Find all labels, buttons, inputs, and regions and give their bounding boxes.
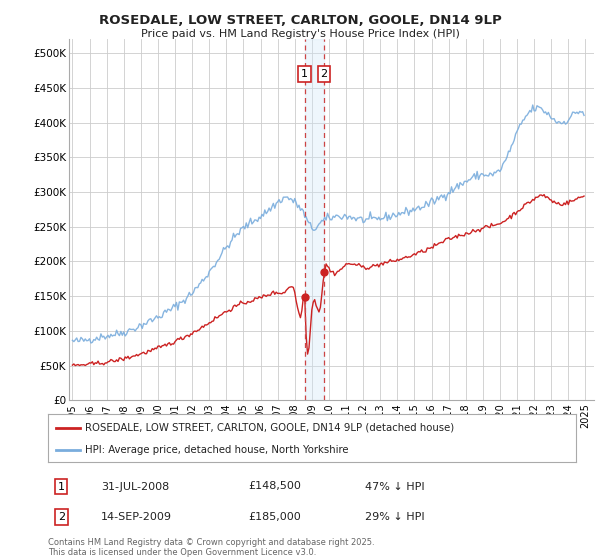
Text: 1: 1 [301, 69, 308, 79]
Text: ROSEDALE, LOW STREET, CARLTON, GOOLE, DN14 9LP: ROSEDALE, LOW STREET, CARLTON, GOOLE, DN… [98, 14, 502, 27]
Text: HPI: Average price, detached house, North Yorkshire: HPI: Average price, detached house, Nort… [85, 445, 349, 455]
Text: £185,000: £185,000 [248, 512, 301, 522]
Text: £148,500: £148,500 [248, 482, 302, 492]
Text: 14-SEP-2009: 14-SEP-2009 [101, 512, 172, 522]
Text: Contains HM Land Registry data © Crown copyright and database right 2025.
This d: Contains HM Land Registry data © Crown c… [48, 538, 374, 557]
Text: 2: 2 [320, 69, 328, 79]
Text: 2: 2 [58, 512, 65, 522]
Text: 31-JUL-2008: 31-JUL-2008 [101, 482, 169, 492]
Text: ROSEDALE, LOW STREET, CARLTON, GOOLE, DN14 9LP (detached house): ROSEDALE, LOW STREET, CARLTON, GOOLE, DN… [85, 423, 454, 433]
Bar [305, 39, 324, 400]
Text: 29% ↓ HPI: 29% ↓ HPI [365, 512, 424, 522]
Text: Price paid vs. HM Land Registry's House Price Index (HPI): Price paid vs. HM Land Registry's House … [140, 29, 460, 39]
Text: 1: 1 [58, 482, 65, 492]
Text: 47% ↓ HPI: 47% ↓ HPI [365, 482, 424, 492]
